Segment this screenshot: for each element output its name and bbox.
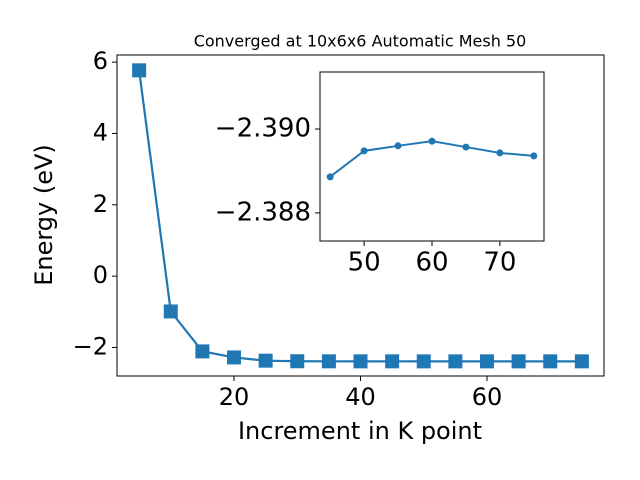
marker [543, 354, 558, 369]
marker [530, 152, 538, 160]
marker [195, 344, 210, 359]
x-tick-label: 60 [415, 248, 448, 278]
y-tick-label: 2 [93, 190, 108, 218]
y-tick-label: 4 [93, 118, 108, 146]
plot-area [319, 71, 545, 242]
x-tick-label: 70 [483, 248, 516, 278]
marker [479, 354, 494, 369]
x-axis-label: Increment in K point [238, 417, 482, 445]
marker [163, 304, 178, 319]
y-tick-label: −2.388 [215, 197, 311, 227]
marker [574, 354, 589, 369]
marker [462, 143, 470, 151]
marker [258, 353, 273, 368]
marker [353, 354, 368, 369]
marker [290, 354, 305, 369]
x-tick-label: 50 [348, 248, 381, 278]
y-tick-label: 0 [93, 261, 108, 289]
y-axis-label: Energy (eV) [30, 144, 58, 286]
x-tick-label: 40 [345, 383, 376, 411]
marker [496, 149, 504, 157]
y-tick-label: −2 [73, 332, 108, 360]
marker [448, 354, 463, 369]
y-tick-label: −2.390 [215, 114, 311, 144]
chart-title: Converged at 10x6x6 Automatic Mesh 50 [194, 32, 527, 51]
marker [428, 137, 436, 145]
marker [326, 173, 334, 181]
marker [227, 350, 242, 365]
marker [360, 147, 368, 155]
marker [321, 354, 336, 369]
marker [416, 354, 431, 369]
x-tick-label: 60 [472, 383, 503, 411]
marker [394, 142, 402, 150]
marker [132, 63, 147, 78]
marker [385, 354, 400, 369]
y-tick-label: 6 [93, 47, 108, 75]
marker [511, 354, 526, 369]
x-tick-label: 20 [219, 383, 250, 411]
